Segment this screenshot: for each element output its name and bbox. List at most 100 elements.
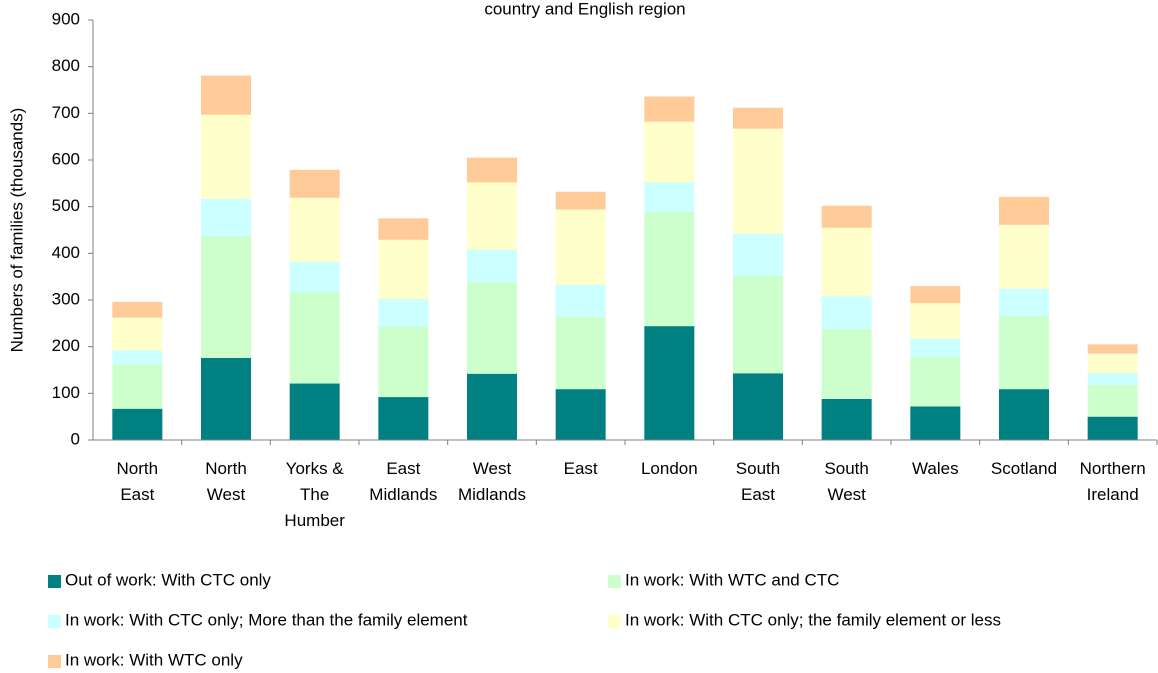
bar-segment	[555, 209, 606, 285]
bar-segment	[999, 315, 1049, 390]
bar-segment	[467, 249, 517, 283]
bar-segment	[112, 408, 163, 440]
bar-segment	[910, 356, 961, 407]
bar-segment	[733, 373, 783, 440]
legend-label: In work: With CTC only; More than the fa…	[65, 610, 468, 629]
x-tick-label: East Midlands	[369, 459, 437, 504]
x-tick-label-line: Yorks &	[286, 459, 345, 478]
bar-segment	[555, 284, 606, 317]
x-tick-label-line: Midlands	[458, 485, 526, 504]
x-tick-label-line: Ireland	[1087, 485, 1139, 504]
bar-segment	[378, 299, 429, 327]
y-tick-label: 800	[52, 56, 80, 75]
bar-segment	[289, 169, 340, 198]
bar-segment	[289, 261, 340, 293]
x-tick-label: North East	[117, 459, 159, 504]
bar-segment	[555, 316, 606, 390]
bar-segment	[644, 326, 695, 440]
x-tick-label: Scotland	[991, 459, 1057, 478]
bar-segment	[821, 296, 872, 329]
bar-segment	[644, 182, 695, 212]
x-tick-label-line: East	[120, 485, 154, 504]
bar-segment	[467, 373, 517, 440]
y-tick-label: 300	[52, 289, 80, 308]
bar-segment	[644, 211, 695, 327]
x-tick-label: Wales	[912, 459, 959, 478]
legend-label: In work: With WTC only	[65, 650, 243, 669]
legend-swatch	[48, 615, 61, 628]
bar-segment	[555, 389, 606, 440]
x-tick-label-line: East	[564, 459, 598, 478]
bar-segment	[821, 205, 872, 228]
bar-segment	[378, 326, 429, 398]
legend-swatch	[48, 655, 61, 668]
bar-segment	[201, 75, 251, 115]
x-tick-label: London	[641, 459, 698, 478]
bar-segment	[999, 288, 1049, 316]
bar-segment	[378, 239, 429, 300]
x-tick-label: West Midlands	[458, 459, 526, 504]
bar-segment	[821, 328, 872, 399]
bar-segment	[733, 128, 783, 234]
x-tick-label: North West	[205, 459, 247, 504]
bar-segment	[467, 182, 517, 250]
bar-segment	[1087, 416, 1138, 440]
x-tick-label: South East	[736, 459, 780, 504]
x-tick-label-line: West	[473, 459, 512, 478]
x-tick-label: East	[564, 459, 598, 478]
legend-swatch	[608, 575, 621, 588]
y-tick-label: 0	[71, 429, 80, 448]
bar-segment	[1087, 384, 1138, 417]
bar-segment	[289, 197, 340, 262]
bar-segment	[112, 364, 163, 409]
bar-segment	[112, 317, 163, 351]
bar-segment	[289, 292, 340, 384]
y-tick-label: 700	[52, 103, 80, 122]
x-tick-label-line: North	[117, 459, 159, 478]
bar-segment	[821, 227, 872, 297]
x-tick-label-line: North	[205, 459, 247, 478]
x-tick-label-line: London	[641, 459, 698, 478]
bar-segment	[112, 350, 163, 365]
bar-segment	[999, 224, 1049, 289]
bar-segment	[467, 157, 517, 183]
bar-segment	[378, 218, 429, 240]
bar-segment	[201, 198, 251, 237]
bar-segment	[999, 196, 1049, 225]
y-axis-label: Numbers of families (thousands)	[7, 108, 26, 353]
bar-segment	[1087, 372, 1138, 385]
x-tick-label-line: Humber	[284, 511, 345, 530]
bar-segment	[201, 236, 251, 358]
x-tick-label-line: East	[386, 459, 420, 478]
chart-title: country and English region	[484, 0, 685, 18]
bar-segment	[821, 398, 872, 440]
x-tick-label-line: The	[300, 485, 329, 504]
bar-segment	[910, 406, 961, 440]
bar-segment	[1087, 344, 1138, 354]
x-tick-label-line: East	[741, 485, 775, 504]
y-tick-label: 100	[52, 383, 80, 402]
bar-segment	[910, 303, 961, 339]
x-tick-label-line: Northern	[1080, 459, 1146, 478]
y-tick-label: 200	[52, 336, 80, 355]
x-tick-label: South West	[824, 459, 868, 504]
y-tick-label: 400	[52, 243, 80, 262]
x-tick-label-line: South	[824, 459, 868, 478]
x-tick-label: Yorks & The Humber	[284, 459, 345, 530]
x-tick-label-line: Scotland	[991, 459, 1057, 478]
bar-segment	[733, 107, 783, 129]
y-tick-label: 500	[52, 196, 80, 215]
bar-segment	[378, 397, 429, 440]
bar-segment	[112, 301, 163, 318]
legend-label: In work: With WTC and CTC	[625, 570, 839, 589]
x-tick-label-line: Midlands	[369, 485, 437, 504]
legend-label: Out of work: With CTC only	[65, 570, 271, 589]
legend-swatch	[48, 575, 61, 588]
bar-segment	[201, 357, 251, 440]
bar-segment	[644, 121, 695, 183]
x-tick-label-line: West	[207, 485, 246, 504]
bar-segment	[644, 96, 695, 122]
bar-segment	[289, 383, 340, 440]
x-tick-label-line: Wales	[912, 459, 959, 478]
